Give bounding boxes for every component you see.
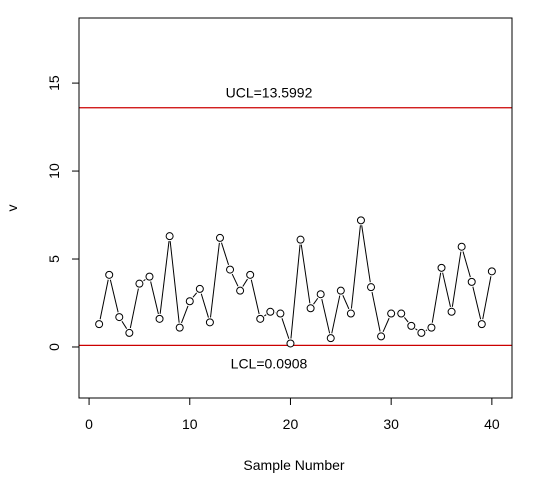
x-tick-label: 10: [182, 416, 198, 432]
data-point: [326, 334, 335, 343]
data-point: [377, 332, 386, 341]
data-point: [155, 314, 164, 323]
data-point: [266, 307, 275, 316]
series-segment: [231, 273, 239, 287]
series-segment: [121, 321, 128, 329]
data-point: [175, 323, 184, 332]
data-point: [145, 272, 154, 281]
x-tick-label: 40: [484, 416, 500, 432]
series-segment: [264, 314, 267, 317]
series-segment: [331, 295, 341, 334]
data-point: [205, 318, 214, 327]
data-point: [95, 320, 104, 329]
series-segment: [431, 272, 442, 323]
data-point: [316, 290, 325, 299]
series-segment: [361, 225, 371, 283]
data-point: [487, 267, 496, 276]
x-tick-label: 0: [85, 416, 93, 432]
series-segment: [342, 295, 350, 310]
data-point: [306, 304, 315, 313]
series-segment: [462, 251, 471, 278]
series-segment: [451, 251, 462, 307]
series-segment: [210, 242, 220, 318]
data-point: [236, 286, 245, 295]
series-segment: [192, 292, 198, 298]
series-segment: [281, 318, 290, 339]
series-segment: [425, 329, 428, 332]
y-tick-label: 15: [46, 75, 62, 91]
data-point: [447, 307, 456, 316]
series-segment: [350, 225, 361, 309]
data-point: [286, 339, 295, 348]
x-tick-label: 20: [283, 416, 299, 432]
series-segment: [415, 328, 418, 331]
data-point: [437, 263, 446, 272]
x-tick-label: 30: [383, 416, 399, 432]
series-segment: [159, 241, 170, 314]
data-point: [397, 309, 406, 318]
data-point: [115, 313, 124, 322]
data-point: [246, 270, 255, 279]
series-segment: [442, 272, 451, 308]
data-point: [185, 297, 194, 306]
series-segment: [181, 305, 189, 324]
axes-layer: 0 10 20 30 40 0 5 10 15: [46, 17, 513, 432]
series-segment: [169, 241, 180, 323]
series-segment: [482, 276, 492, 320]
series-segment: [129, 288, 139, 329]
data-point: [336, 286, 345, 295]
series-segment: [109, 279, 119, 313]
data-point: [125, 328, 134, 337]
data-point: [417, 328, 426, 337]
y-axis-title: v: [4, 205, 20, 212]
data-point: [135, 279, 144, 288]
series-segment: [371, 291, 381, 332]
series-segment: [150, 281, 159, 315]
series-segment: [321, 298, 331, 334]
plot-frame: [78, 17, 513, 399]
data-point: [457, 242, 466, 251]
data-point: [467, 277, 476, 286]
series-segment: [143, 279, 146, 282]
data-point: [346, 309, 355, 318]
control-limit-label: LCL=0.0908: [231, 355, 308, 371]
control-limit-label: UCL=13.5992: [226, 85, 313, 101]
series-segment: [250, 279, 260, 315]
data-point: [256, 314, 265, 323]
series-segment: [200, 293, 209, 318]
data-point: [276, 309, 285, 318]
data-point: [477, 320, 486, 329]
plot-layer: UCL=13.5992 LCL=0.0908: [79, 85, 512, 371]
data-point: [356, 216, 365, 225]
data-point: [105, 270, 114, 279]
series-segment: [313, 297, 319, 305]
series-segment: [300, 244, 311, 304]
data-point: [215, 233, 224, 242]
data-point: [387, 309, 396, 318]
y-tick-label: 0: [46, 343, 62, 351]
data-point: [407, 321, 416, 330]
series-segment: [290, 244, 301, 339]
series-segment: [404, 317, 409, 323]
series-segment: [472, 286, 482, 320]
data-point: [165, 232, 174, 241]
y-tick-label: 10: [46, 163, 62, 179]
series-segment: [382, 317, 390, 333]
data-point: [226, 265, 235, 274]
series-segment: [242, 278, 248, 287]
x-axis-title: Sample Number: [243, 457, 344, 473]
data-point: [427, 323, 436, 332]
series-segment: [99, 279, 109, 320]
data-point: [367, 283, 376, 292]
y-tick-label: 5: [46, 255, 62, 263]
data-point: [296, 235, 305, 244]
data-point: [195, 284, 204, 293]
series-segment: [221, 242, 230, 265]
